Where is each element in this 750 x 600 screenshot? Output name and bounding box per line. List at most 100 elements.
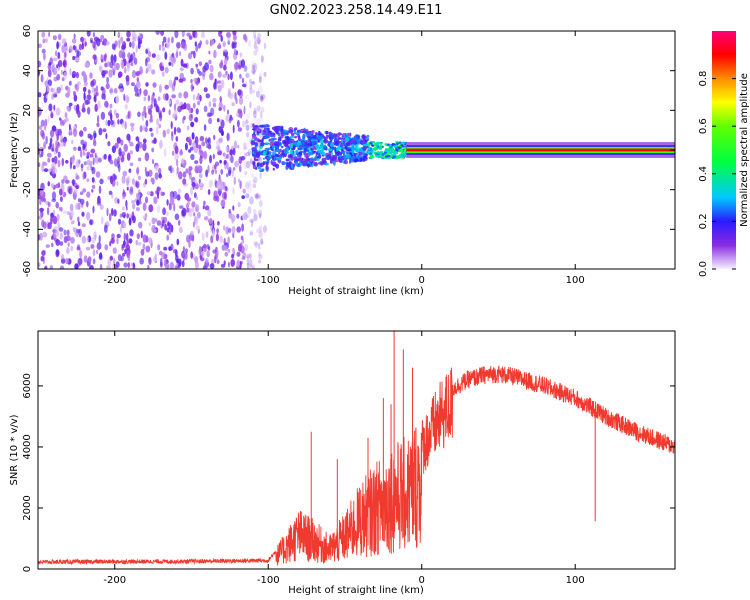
spectrogram-cell [135,136,140,142]
spectrogram-cell [398,141,402,144]
spectrogram-cell [178,226,183,233]
spectrogram-cell [127,111,130,119]
spectrogram-cell [49,142,52,149]
spectrogram-cell [73,188,78,195]
spectrogram-cell [92,258,96,265]
spectrogram-cell [239,52,243,58]
spectrogram-cell [154,253,157,261]
spectrogram-cell [163,148,167,158]
spectrogram-cell [80,36,84,43]
spectrogram-cell [87,89,91,95]
spectrogram-cell [77,216,80,222]
y-tick-label: -20 [22,181,33,197]
spectrogram-cell [82,172,85,180]
spectrogram-cell [253,131,256,135]
spectrogram-cell [205,231,209,238]
spectrogram-cell [253,241,258,247]
spectrogram-cell [89,265,94,269]
spectrogram-cell [179,205,184,209]
spectrogram-cell [297,135,301,142]
spectrogram-cell [147,63,152,72]
spectrogram-cell [327,148,333,152]
spectrogram-cell [91,236,96,243]
spectrogram-cell [195,196,199,201]
spectrogram-cell [122,206,125,211]
spectrogram-cell [179,150,183,156]
spectrogram-cell [129,162,134,167]
spectrogram-cell [238,243,242,252]
spectrogram-cell [205,39,209,45]
spectrogram-cell [93,130,97,139]
spectrogram-cell [330,142,334,148]
spectrogram-cell [286,162,291,168]
spectrogram-cell [232,148,236,156]
spectrogram-cell [232,187,235,195]
y-tick-label: 0 [22,147,33,153]
spectrogram-cell [227,227,232,233]
spectrogram-cell [126,133,131,141]
spectrogram-cell [81,235,87,244]
spectrogram-cell [150,132,154,137]
spectrogram-cell [80,139,85,146]
spectrogram-cell [166,128,170,135]
spectrogram-cell [222,152,226,157]
spectrogram-cell [190,153,195,161]
spectrogram-cell [157,96,161,101]
spectrogram-cell [57,128,62,136]
spectrogram-cell [148,169,153,177]
spectrogram-cell [238,96,244,105]
spectrogram-cell [242,83,247,88]
spectrogram-cell [323,138,329,144]
spectrogram-cell [254,194,259,200]
spectrogram-cell [63,175,68,182]
spectrogram-cell [47,69,52,78]
spectrogram-cell [195,142,199,148]
spectrogram-cell [243,65,248,73]
spectrogram-cell [237,178,240,183]
spectrogram-cell [186,32,191,37]
spectrogram-cell [258,194,262,200]
spectrogram-cell [205,93,211,99]
spectrogram-cell [253,31,256,39]
spectrogram-cell [262,161,266,166]
spectrogram-cell [87,256,92,263]
spectrogram-cell [116,181,119,186]
spectrogram-cell [97,100,101,110]
spectrogram-cell [174,145,179,155]
spectrogram-cell [96,37,101,47]
spectrogram-cell [236,259,240,268]
spectrogram-cell [249,231,254,236]
spectrogram-cell [190,83,194,92]
spectrogram-cell [212,153,215,160]
spectrogram-cell [113,88,118,94]
spectrogram-cell [257,242,261,250]
spectrogram-cell [229,114,233,119]
spectrogram-cell [259,200,263,207]
spectrogram-cell [258,254,263,260]
spectrogram-cell [375,154,379,157]
spectrogram-cell [250,81,256,85]
spectrogram-cell [281,161,286,166]
spectrogram-cell [251,68,256,74]
spectrogram-cell [198,173,203,179]
y-tick-label: -60 [22,261,33,277]
spectrogram-cell [331,155,336,158]
spectrogram-cell [51,242,54,248]
spectrogram-cell [249,259,253,268]
spectrogram-cell [259,212,262,219]
spectrogram-cell [148,222,152,227]
spectrogram-cell [306,155,309,161]
spectrogram-cell [91,189,94,193]
spectrogram-cell [175,51,179,58]
spectrogram-cell [130,126,135,132]
spectrogram-cell [193,50,196,59]
spectrogram-cell [266,151,272,154]
spectrogram-cell [306,149,310,153]
spectrogram-cell [142,243,146,251]
spectrogram-cell [140,248,145,256]
spectrogram-cell [149,127,153,132]
y-tick-label: 2000 [22,495,33,520]
spectrogram-cell [169,196,175,206]
spectrogram-marks [38,31,675,269]
